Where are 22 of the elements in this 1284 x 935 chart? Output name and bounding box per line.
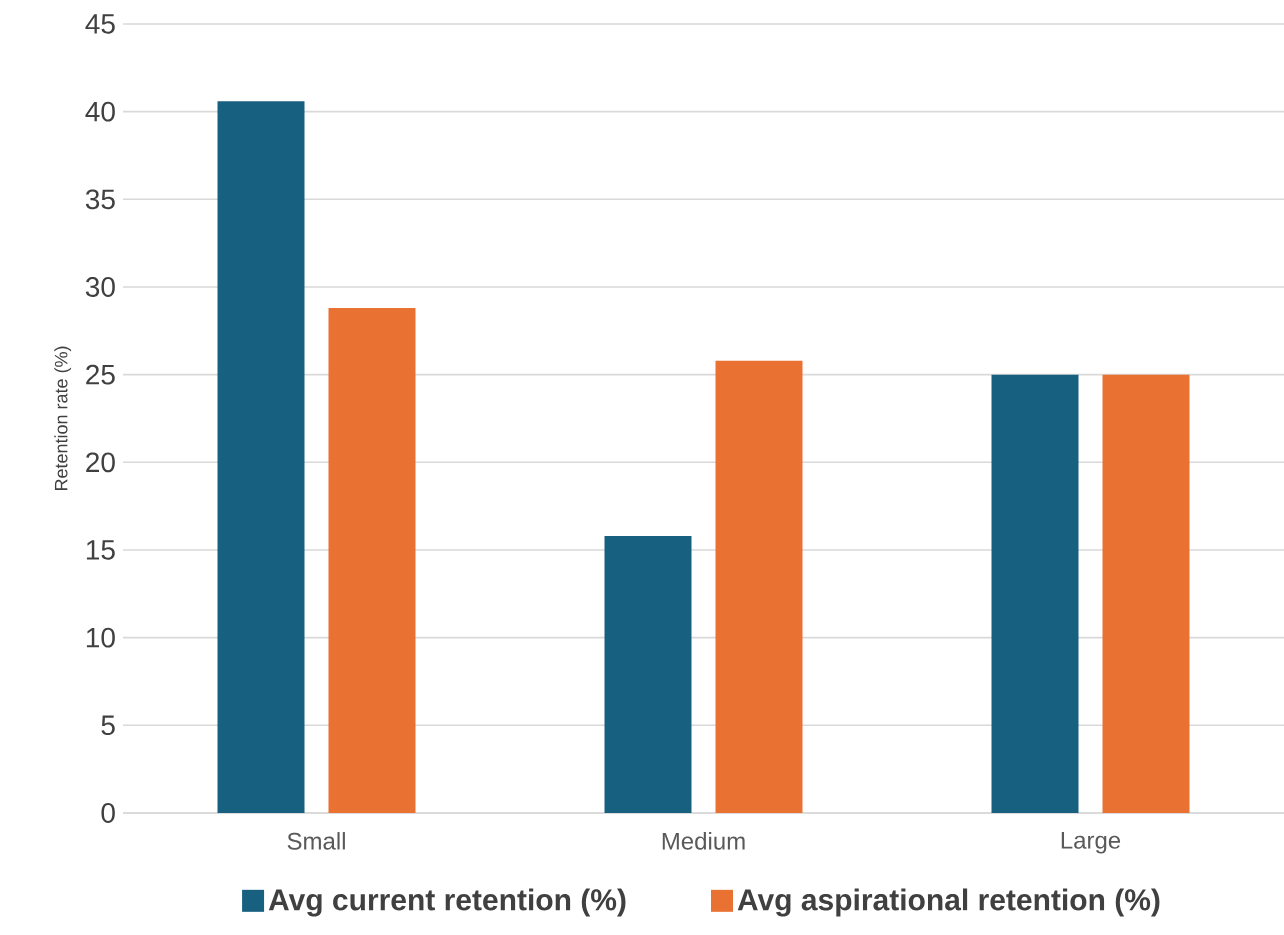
- bar: [328, 308, 416, 813]
- y-tick-label: 15: [86, 540, 115, 560]
- y-tick-label: 10: [86, 627, 115, 648]
- y-tick-label: 45: [85, 14, 115, 34]
- y-tick-label: 35: [85, 189, 115, 210]
- x-tick-label: Large: [1061, 832, 1121, 854]
- bar: [991, 374, 1079, 813]
- bar: [604, 535, 692, 813]
- y-axis-title: Retention rate (%): [54, 346, 72, 491]
- x-tick-label: Small: [287, 832, 345, 850]
- y-tick-label: 25: [86, 364, 115, 385]
- legend-label: Avg aspirational retention (%): [737, 888, 1160, 917]
- y-tick-label: 5: [101, 715, 115, 736]
- y-tick-label: 40: [85, 101, 115, 122]
- legend-label: Avg current retention (%): [268, 888, 626, 917]
- bar: [217, 101, 305, 813]
- y-tick-label: 0: [101, 803, 115, 823]
- y-tick-label: 30: [85, 277, 115, 297]
- bar: [715, 360, 803, 813]
- bar: [1102, 374, 1190, 813]
- y-tick-label: 20: [86, 452, 115, 473]
- x-tick-label: Medium: [662, 832, 745, 850]
